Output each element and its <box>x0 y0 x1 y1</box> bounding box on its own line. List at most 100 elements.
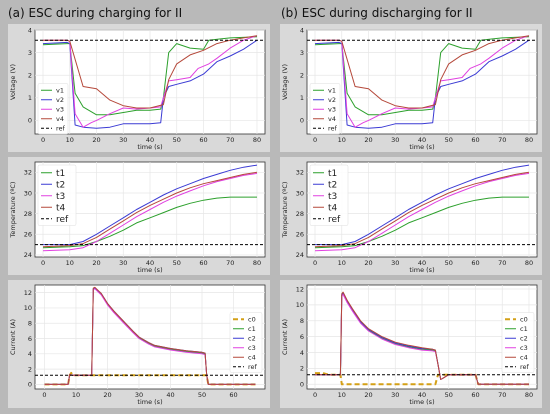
x-tick-label: 70 <box>226 136 234 144</box>
legend-label-t2: t2 <box>56 180 65 190</box>
series-line-t1 <box>42 196 257 249</box>
legend-box <box>37 83 69 135</box>
legend-label-ref: ref <box>328 125 338 133</box>
series-line-v1 <box>42 36 258 116</box>
y-tick-label: 28 <box>24 210 32 218</box>
legend-label-v1: v1 <box>56 87 64 95</box>
y-axis-label: Current (A) <box>281 319 289 355</box>
y-tick-label: 24 <box>296 251 304 259</box>
legend-label-t3: t3 <box>56 192 65 202</box>
x-tick-label: 40 <box>146 259 154 267</box>
series-line-v2 <box>42 39 258 129</box>
series-lines <box>307 291 537 386</box>
x-tick-label: 80 <box>253 259 261 267</box>
legend-label-v3: v3 <box>328 106 336 114</box>
x-tick-label: 0 <box>42 391 46 399</box>
legend-box <box>37 164 77 226</box>
legend-box <box>229 312 263 373</box>
y-tick-label: 10 <box>296 301 304 309</box>
y-tick-label: 12 <box>24 289 32 297</box>
y-axis-label: Temperature (ºC) <box>9 182 17 239</box>
series-line-t4 <box>42 171 258 248</box>
y-tick-label: 6 <box>300 333 304 341</box>
legend-label-t1: t1 <box>56 169 65 179</box>
x-tick-label: 50 <box>445 391 453 399</box>
legend-label-ref: ref <box>520 363 530 371</box>
x-tick-label: 10 <box>338 391 346 399</box>
x-tick-label: 0 <box>313 391 317 399</box>
x-tick-label: 70 <box>498 391 506 399</box>
legend-label-c3: c3 <box>248 344 256 352</box>
x-tick-label: 30 <box>391 259 399 267</box>
plot-area <box>34 284 266 390</box>
x-tick-label: 10 <box>66 259 74 267</box>
legend-label-c2: c2 <box>520 335 528 343</box>
x-axis-label: time (s) <box>137 143 162 151</box>
panel-5: 0 10 20 30 40 50 60 0 2 4 6 8 10 12 time (s) Current (A… <box>8 280 270 408</box>
y-tick-label: 32 <box>24 169 32 177</box>
x-tick-label: 40 <box>166 391 174 399</box>
legend-label-ref: ref <box>248 363 258 371</box>
y-tick-label: 30 <box>296 189 304 197</box>
x-tick-label: 40 <box>418 259 426 267</box>
x-tick-label: 80 <box>253 136 261 144</box>
x-tick-label: 30 <box>135 391 143 399</box>
y-tick-label: 6 <box>28 335 32 343</box>
y-tick-label: 30 <box>24 189 32 197</box>
y-tick-label: 26 <box>296 231 304 239</box>
y-tick-label: 1 <box>300 94 304 102</box>
series-lines <box>307 35 537 129</box>
y-tick-label: 24 <box>24 251 32 259</box>
x-tick-label: 30 <box>119 259 127 267</box>
column-a-title: (a) ESC during charging for II <box>8 6 182 20</box>
x-axis-label: time (s) <box>137 398 162 406</box>
y-tick-label: 2 <box>28 365 32 373</box>
legend-label-ref: ref <box>56 125 66 133</box>
x-tick-label: 50 <box>445 136 453 144</box>
y-tick-label: 8 <box>300 317 304 325</box>
y-tick-label: 1 <box>28 94 32 102</box>
x-tick-label: 20 <box>103 391 111 399</box>
legend-label-t4: t4 <box>328 203 338 213</box>
x-axis-label: time (s) <box>409 143 434 151</box>
y-tick-label: 3 <box>28 49 32 57</box>
x-tick-label: 20 <box>92 259 100 267</box>
legend-label-c0: c0 <box>520 316 528 324</box>
x-tick-label: 60 <box>229 391 237 399</box>
x-tick-label: 60 <box>199 136 207 144</box>
x-tick-label: 60 <box>471 136 479 144</box>
legend-box <box>309 164 349 226</box>
x-tick-label: 0 <box>41 259 45 267</box>
x-tick-label: 10 <box>72 391 80 399</box>
x-tick-label: 30 <box>391 136 399 144</box>
series-lines <box>35 286 265 386</box>
legend-label-c1: c1 <box>520 325 528 333</box>
x-tick-label: 70 <box>498 259 506 267</box>
series-line-v4 <box>43 35 258 109</box>
series-line-v1 <box>314 36 530 116</box>
legend-label-c2: c2 <box>248 335 256 343</box>
y-tick-label: 8 <box>28 320 32 328</box>
legend-label-ref: ref <box>328 215 341 225</box>
legend-label-ref: ref <box>56 215 69 225</box>
series-line-t3 <box>314 172 530 252</box>
y-tick-label: 32 <box>296 169 304 177</box>
series-line-v4 <box>315 35 530 109</box>
y-axis-label: Voltage (V) <box>9 64 17 100</box>
x-tick-label: 20 <box>364 391 372 399</box>
x-tick-label: 20 <box>364 136 372 144</box>
legend-label-c3: c3 <box>520 344 528 352</box>
series-line-v3 <box>43 35 258 128</box>
legend-label-c4: c4 <box>248 354 256 362</box>
legend-label-v2: v2 <box>56 96 64 104</box>
panel-3: 0 10 20 30 40 50 60 70 80 24 26 28 30 32 time (s) Tempe… <box>8 157 270 275</box>
x-tick-label: 10 <box>66 136 74 144</box>
panel-2: 0 10 20 30 40 50 60 70 80 0 1 2 3 4 time (s) Voltage (V… <box>280 24 542 152</box>
x-tick-label: 0 <box>41 136 45 144</box>
x-tick-label: 70 <box>498 136 506 144</box>
